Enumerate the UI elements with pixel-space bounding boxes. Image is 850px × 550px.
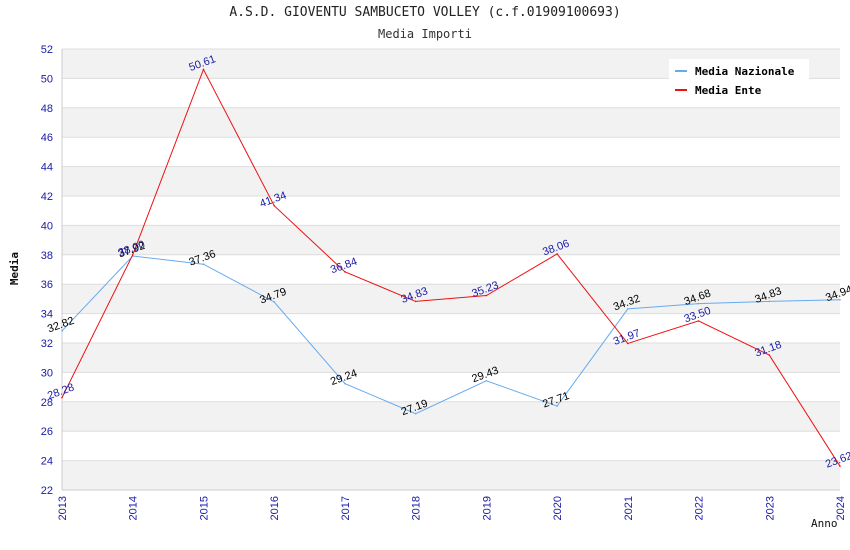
data-point — [627, 342, 629, 345]
x-tick-label: 2021 — [623, 496, 635, 520]
data-point — [627, 308, 629, 310]
y-tick-label: 32 — [41, 338, 53, 350]
x-tick-label: 2020 — [552, 496, 564, 520]
data-point — [485, 379, 488, 382]
data-point — [768, 354, 771, 356]
y-tick-label: 44 — [41, 162, 53, 174]
data-point — [61, 396, 63, 399]
y-tick-label: 40 — [41, 220, 53, 232]
data-point — [414, 412, 417, 415]
data-point — [839, 298, 841, 301]
x-tick-label: 2024 — [835, 496, 847, 520]
data-point — [131, 254, 134, 256]
grid-band — [62, 225, 840, 255]
data-label: 28.28 — [46, 382, 76, 403]
data-point — [61, 330, 63, 332]
y-tick-label: 24 — [41, 456, 53, 468]
x-tick-label: 2015 — [198, 496, 210, 520]
y-tick-label: 26 — [41, 426, 53, 438]
y-tick-label: 46 — [41, 132, 53, 144]
x-tick-label: 2017 — [340, 496, 352, 520]
y-tick-label: 42 — [41, 191, 53, 203]
series-line-media-nazionale — [61, 255, 841, 415]
legend-item-media-nazionale: Media Nazionale — [675, 62, 794, 80]
data-point — [768, 300, 771, 303]
chart-subtitle: Media Importi — [378, 27, 472, 41]
x-axis-label: Anno — [811, 517, 838, 530]
x-tick-label: 2014 — [128, 496, 140, 520]
data-point — [556, 405, 558, 407]
y-tick-label: 50 — [41, 73, 53, 85]
axes — [61, 49, 840, 491]
chart-title: A.S.D. GIOVENTU SAMBUCETO VOLLEY (c.f.01… — [229, 5, 621, 20]
legend-swatch-media-nazionale — [675, 70, 687, 72]
data-point — [202, 68, 205, 71]
series-lines — [61, 68, 841, 467]
y-ticks: 22 24 26 28 30 32 34 36 38 40 42 44 46 48 50 52 — [41, 44, 53, 497]
y-tick-label: 34 — [41, 309, 53, 321]
data-point — [485, 294, 488, 297]
data-point — [344, 382, 346, 385]
x-tick-label: 2013 — [57, 496, 69, 520]
data-point — [697, 302, 700, 305]
data-label: 36.84 — [329, 256, 359, 277]
data-point — [697, 320, 700, 322]
series-line-media-ente — [61, 68, 841, 467]
x-ticks: 2013 2014 2015 2016 2017 2018 2019 2020 2021 2022… — [57, 496, 847, 520]
grid-band — [62, 107, 840, 138]
y-tick-label: 48 — [41, 103, 53, 115]
x-tick-label: 2019 — [481, 496, 493, 520]
data-point — [839, 465, 841, 467]
y-tick-label: 28 — [41, 397, 53, 409]
data-point — [273, 301, 275, 303]
y-tick-label: 30 — [41, 367, 53, 379]
y-tick-label: 22 — [41, 485, 53, 497]
grid-band — [62, 460, 840, 490]
grid-bands — [62, 48, 840, 491]
x-tick-label: 2022 — [694, 496, 706, 520]
data-point — [414, 300, 417, 303]
grid-band — [62, 343, 840, 373]
legend-label-media-ente: Media Ente — [695, 83, 762, 97]
legend-swatch-media-ente — [675, 89, 687, 91]
data-point — [556, 253, 558, 255]
data-point — [202, 263, 205, 266]
y-tick-label: 38 — [41, 250, 53, 262]
x-tick-label: 2016 — [269, 496, 281, 520]
x-tick-label: 2023 — [764, 496, 776, 520]
y-tick-label: 52 — [41, 44, 53, 56]
grid-band — [62, 401, 840, 432]
data-point — [273, 204, 275, 207]
x-tick-label: 2018 — [411, 496, 423, 520]
legend: Media Nazionale Media Ente — [669, 59, 809, 101]
legend-item-media-ente: Media Ente — [675, 81, 761, 99]
legend-label-media-nazionale: Media Nazionale — [695, 64, 795, 78]
y-tick-label: 36 — [41, 279, 53, 291]
data-point — [344, 271, 346, 273]
grid-band — [62, 166, 840, 196]
